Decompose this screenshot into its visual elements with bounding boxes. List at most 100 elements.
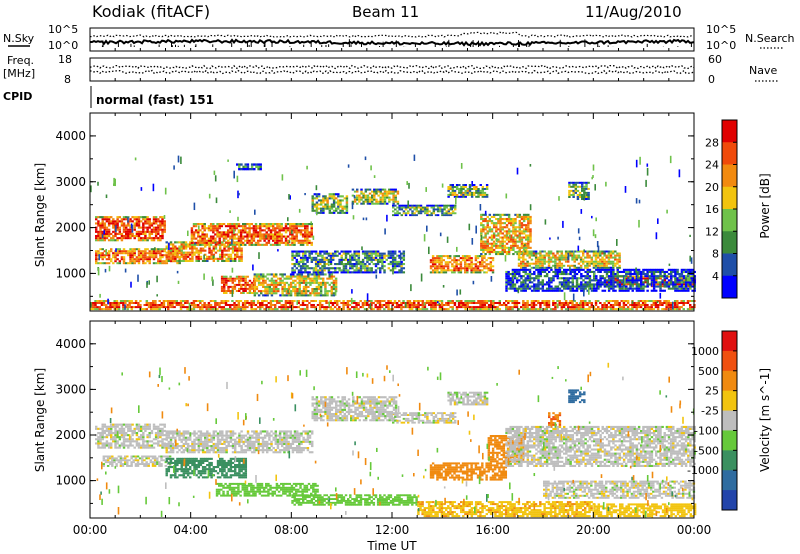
- echo-cell: [259, 304, 261, 306]
- echo-cell: [238, 244, 240, 246]
- echo-cell: [504, 226, 506, 228]
- echo-cell: [489, 220, 491, 222]
- echo-cell: [131, 308, 133, 310]
- echo-cell: [178, 260, 180, 262]
- echo-cell: [187, 246, 189, 248]
- echo-cell: [161, 302, 163, 304]
- echo-cell: [506, 235, 508, 237]
- echo-cell: [261, 236, 263, 238]
- echo-cell: [225, 236, 227, 238]
- echo-cell: [249, 286, 251, 288]
- echo-cell: [529, 255, 531, 257]
- echo-cell: [122, 300, 124, 302]
- echo-cell: [591, 279, 593, 281]
- echo-cell: [377, 253, 379, 255]
- echo-cell: [454, 194, 456, 196]
- echo-cell: [449, 269, 451, 271]
- echo-cell: [195, 260, 197, 262]
- echo-cell: [300, 223, 302, 225]
- echo-cell: [597, 261, 599, 263]
- echo-cell: [321, 251, 323, 253]
- echo-cell: [159, 262, 161, 264]
- echo-cell: [125, 233, 127, 235]
- echo-cell: [546, 290, 548, 292]
- echo-cell: [353, 300, 355, 302]
- echo-cell: [362, 261, 364, 263]
- echo-cell: [537, 277, 539, 279]
- echo-cell: [606, 267, 608, 269]
- echo-cell: [599, 283, 601, 285]
- echo-cell: [341, 199, 343, 201]
- echo-cell: [672, 269, 674, 271]
- echo-cell: [167, 300, 169, 302]
- echo-cell: [321, 259, 323, 261]
- echo-cell: [480, 222, 482, 224]
- echo-cell: [486, 196, 488, 198]
- echo-cell: [405, 205, 407, 207]
- echo-cell: [473, 184, 475, 186]
- echo-cell: [368, 263, 370, 265]
- echo-cell: [401, 209, 403, 211]
- echo-cell: [274, 229, 276, 231]
- echo-cell: [291, 302, 293, 304]
- echo-cell: [155, 262, 157, 264]
- echo-cell: [523, 237, 525, 239]
- echo-cell: [302, 236, 304, 238]
- echo-cell: [445, 261, 447, 263]
- echo-cell: [580, 288, 582, 290]
- echo-cell: [433, 209, 435, 211]
- echo-cell: [242, 278, 244, 280]
- nsky-trace: [90, 40, 694, 45]
- echo-cell: [567, 286, 569, 288]
- echo-cell: [563, 281, 565, 283]
- echo-cell: [599, 265, 601, 267]
- echo-cell: [595, 263, 597, 265]
- echo-cell: [345, 271, 347, 273]
- echo-cell: [570, 190, 572, 192]
- echo-cell: [331, 282, 333, 284]
- echo-cell: [413, 207, 415, 209]
- echo-cell: [685, 275, 687, 277]
- echo-cell: [612, 261, 614, 263]
- echo-cell: [610, 255, 612, 257]
- echo-cell: [565, 253, 567, 255]
- echo-cell: [276, 223, 278, 225]
- echo-cell: [674, 273, 676, 275]
- echo-cell: [364, 253, 366, 255]
- echo-cell: [212, 225, 214, 227]
- echo-cell: [681, 269, 683, 271]
- echo-cell: [105, 300, 107, 302]
- echo-cell: [228, 248, 230, 250]
- echo-cell: [334, 271, 336, 273]
- echo-cell: [499, 222, 501, 224]
- echo-cell: [368, 253, 370, 255]
- echo-cell: [579, 186, 581, 188]
- echo-cell: [242, 227, 244, 229]
- echo-cell: [173, 300, 175, 302]
- echo-cell: [110, 239, 112, 241]
- echo-cell: [97, 222, 99, 224]
- echo-cell: [546, 261, 548, 263]
- echo-cell: [227, 278, 229, 280]
- echo-cell: [450, 194, 452, 196]
- echo-cell: [506, 214, 508, 216]
- echo-cell: [371, 257, 373, 259]
- echo-cell: [315, 251, 317, 253]
- echo-cell: [97, 216, 99, 218]
- echo-cell: [206, 242, 208, 244]
- echo-cell: [176, 256, 178, 258]
- echo-cell: [489, 237, 491, 239]
- echo-cell: [303, 282, 305, 284]
- echo-cell: [467, 192, 469, 194]
- echo-cell: [144, 304, 146, 306]
- echo-cell: [123, 218, 125, 220]
- echo-cell: [301, 290, 303, 292]
- echo-cell: [116, 225, 118, 227]
- echo-cell: [563, 279, 565, 281]
- echo-cell: [164, 225, 166, 227]
- echo-cell: [364, 265, 366, 267]
- echo-cell: [379, 253, 381, 255]
- echo-cell: [366, 259, 368, 261]
- echo-cell: [334, 302, 336, 304]
- echo-cell: [97, 225, 99, 227]
